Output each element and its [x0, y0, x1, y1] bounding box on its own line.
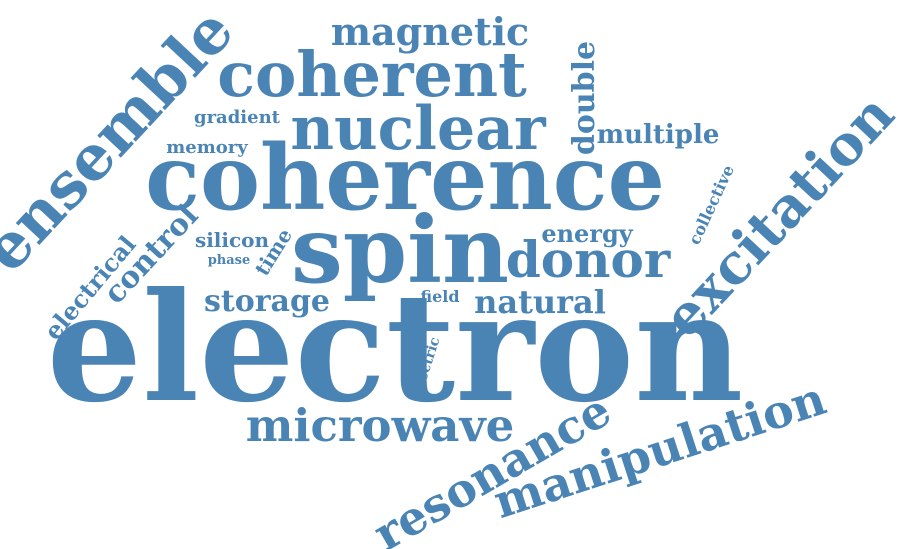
word-energy: energy: [541, 219, 633, 248]
word-double: double: [566, 40, 602, 156]
word-field: field: [420, 287, 460, 306]
word-natural: natural: [474, 283, 606, 321]
word-spin: spin: [291, 196, 509, 304]
word-coherence: coherence: [145, 125, 665, 231]
word-donor: donor: [505, 230, 671, 289]
word-coherent: coherent: [217, 38, 527, 111]
word-memory: memory: [166, 137, 248, 158]
word-silicon: silicon: [194, 228, 270, 252]
word-magnetic: magnetic: [330, 9, 530, 54]
word-nuclear: nuclear: [290, 94, 546, 164]
word-storage: storage: [203, 284, 331, 319]
word-microwave: microwave: [245, 398, 515, 452]
word-gradient: gradient: [193, 107, 280, 128]
word-electron: electron: [46, 260, 744, 436]
word-multiple: multiple: [596, 120, 720, 150]
word-phase: phase: [207, 252, 251, 268]
